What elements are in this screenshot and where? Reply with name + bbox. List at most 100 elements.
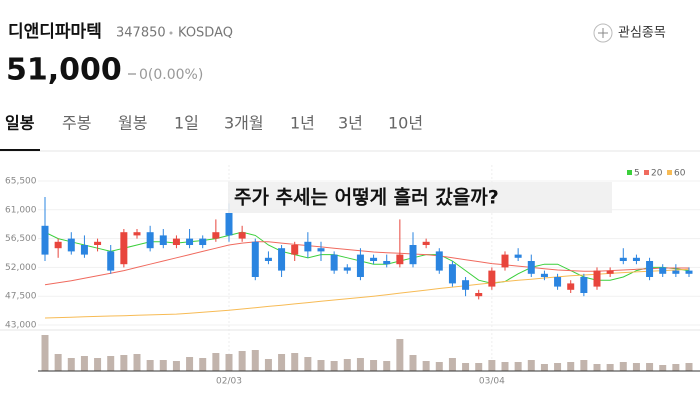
- candle-body: [120, 232, 128, 265]
- candle-body: [514, 254, 522, 258]
- candle-body: [475, 293, 483, 297]
- candle-body: [212, 232, 220, 239]
- candle-body: [80, 245, 88, 255]
- candle-body: [172, 238, 180, 245]
- tab[interactable]: 1일: [174, 114, 199, 133]
- volume-bar: [659, 365, 667, 371]
- volume-bar: [120, 355, 128, 371]
- follow-label: 관심종목: [618, 26, 666, 41]
- volume-bar: [488, 360, 496, 371]
- volume-bar: [672, 364, 680, 371]
- tab[interactable]: 월봉: [118, 114, 147, 133]
- candle-body: [343, 267, 351, 271]
- candle-body: [672, 270, 680, 274]
- legend-label: 5: [634, 169, 640, 179]
- volume-bar: [67, 358, 75, 371]
- market: KOSDAQ: [178, 26, 233, 41]
- volume-bar: [107, 356, 115, 371]
- tab[interactable]: 3년: [338, 114, 363, 133]
- candle-body: [54, 241, 62, 249]
- volume-bar: [501, 362, 509, 371]
- volume-bar: [540, 364, 548, 371]
- y-tick-label: 61,000: [5, 205, 37, 215]
- y-tick-label: 43,000: [5, 321, 37, 331]
- candle-body: [291, 245, 299, 255]
- candle-body: [580, 277, 588, 293]
- volume-bar: [554, 363, 562, 371]
- stock-code: 347850: [116, 26, 166, 41]
- candle-body: [646, 261, 654, 277]
- y-tick-label: 56,500: [5, 234, 37, 244]
- volume-bar: [422, 361, 430, 371]
- candle-body: [251, 241, 259, 277]
- candle-body: [264, 257, 272, 261]
- candle-body: [409, 245, 417, 265]
- volume-bar: [356, 358, 364, 371]
- candle-body: [422, 241, 430, 245]
- follow-button[interactable]: 관심종목: [593, 23, 666, 43]
- candle-body: [383, 261, 391, 265]
- candle-body: [278, 248, 286, 271]
- tab[interactable]: 10년: [388, 114, 423, 133]
- volume-bar: [212, 353, 220, 371]
- volume-bar: [606, 364, 614, 371]
- volume-bar: [133, 354, 141, 371]
- tab[interactable]: 주봉: [62, 114, 91, 133]
- follow-icon: [593, 23, 613, 43]
- y-tick-label: 52,000: [5, 263, 37, 273]
- candle-body: [554, 277, 562, 287]
- volume-bar: [567, 362, 575, 371]
- volume-bar: [172, 361, 180, 371]
- chart-title: 주가 추세는 어떻게 흘러 갔을까?: [234, 186, 499, 209]
- volume-bar: [396, 339, 404, 371]
- candle-body: [685, 270, 693, 274]
- candle-body: [606, 270, 614, 274]
- price: 51,000: [6, 53, 122, 88]
- volume-bar: [304, 357, 312, 371]
- candle-body: [435, 251, 443, 271]
- candle-body: [225, 213, 233, 236]
- price-change: 0(0.00%): [139, 67, 203, 83]
- stock-name: 디앤디파마텍: [8, 22, 102, 42]
- candle-body: [540, 273, 548, 277]
- tab[interactable]: 3개월: [224, 114, 264, 133]
- candle-body: [462, 280, 470, 290]
- chart: 43,000 47,500 52,000 56,500 61,000 65,500 02/0…: [0, 165, 700, 387]
- candle-body: [67, 238, 75, 252]
- legend-swatch: [644, 170, 649, 175]
- y-tick-label: 65,500: [5, 177, 37, 187]
- tab[interactable]: 일봉: [5, 114, 35, 133]
- volume-bar: [462, 363, 470, 371]
- volume-bar: [409, 355, 417, 371]
- volume-bar: [370, 360, 378, 371]
- candle-body: [317, 248, 325, 252]
- volume-bar: [343, 359, 351, 371]
- candle-body: [501, 254, 509, 268]
- volume-bar: [383, 361, 391, 371]
- tab[interactable]: 1년: [290, 114, 315, 133]
- candle-body: [356, 254, 364, 277]
- volume-bar: [278, 354, 286, 371]
- candle-body: [133, 232, 141, 236]
- candle-body: [159, 235, 167, 245]
- candle-body: [593, 270, 601, 287]
- volume-bar: [685, 363, 693, 371]
- volume-bar: [94, 358, 102, 371]
- legend-swatch: [667, 170, 672, 175]
- volume-bar: [593, 364, 601, 371]
- moving-average-line: [44, 241, 689, 286]
- candle-body: [186, 238, 194, 245]
- candle-body: [330, 254, 338, 271]
- volume-bar: [330, 361, 338, 371]
- volume-bar: [199, 358, 207, 371]
- legend-label: 20: [651, 169, 663, 179]
- volume-bar: [448, 358, 456, 371]
- volume-bar: [632, 363, 640, 371]
- candle-body: [41, 225, 49, 255]
- candle-body: [396, 254, 404, 265]
- tab-bar: 일봉 주봉 월봉 1일 3개월 1년 3년 10년: [5, 114, 423, 133]
- candle-body: [659, 267, 667, 274]
- candle-body: [199, 238, 207, 245]
- volume-bar: [41, 335, 49, 371]
